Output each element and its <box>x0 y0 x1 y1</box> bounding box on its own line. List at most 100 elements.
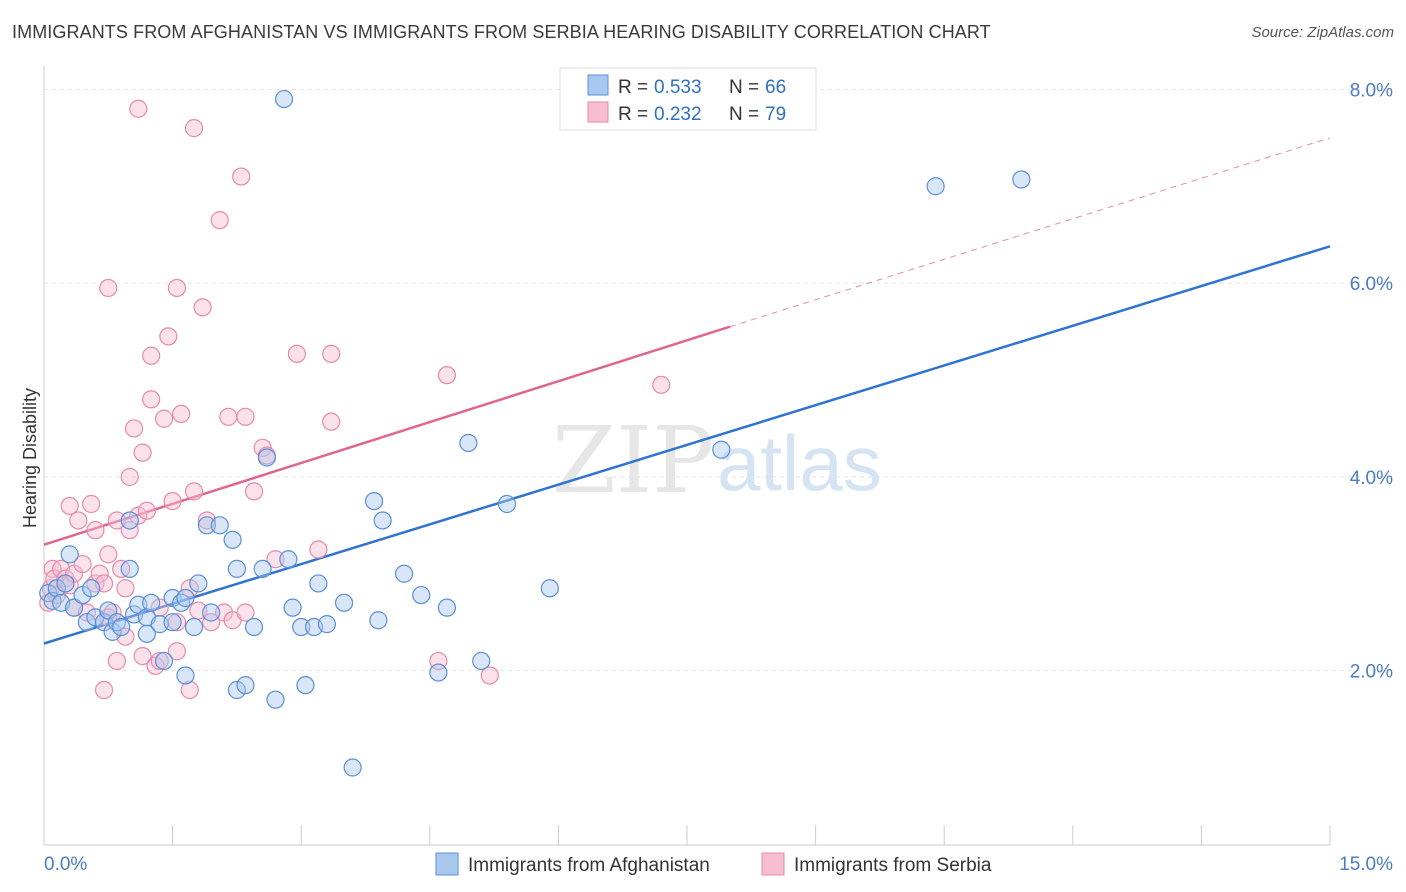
point-afghanistan <box>497 494 517 514</box>
y-tick-label: 2.0% <box>1350 662 1393 683</box>
bottom-legend-swatch-afghanistan <box>435 852 459 876</box>
point-afghanistan <box>82 579 101 598</box>
point-afghanistan <box>257 448 277 467</box>
trend-lines <box>43 137 1331 645</box>
point-afghanistan <box>296 676 315 695</box>
x-tick-label-min: 0.0% <box>44 854 87 875</box>
legend-swatch-afghanistan <box>587 74 609 96</box>
point-serbia <box>124 419 144 438</box>
point-serbia <box>309 540 328 559</box>
point-serbia <box>154 409 174 428</box>
point-serbia <box>116 579 135 598</box>
point-serbia <box>480 666 499 685</box>
point-serbia <box>107 511 126 530</box>
point-afghanistan <box>274 89 294 109</box>
point-afghanistan <box>176 588 195 608</box>
point-serbia <box>322 344 341 363</box>
point-afghanistan <box>283 598 302 617</box>
point-afghanistan <box>120 511 139 530</box>
chart-title: IMMIGRANTS FROM AFGHANISTAN VS IMMIGRANT… <box>12 22 991 42</box>
x-tick-label-max: 15.0% <box>1339 854 1393 875</box>
point-serbia <box>90 564 109 583</box>
point-afghanistan <box>1012 170 1031 189</box>
point-serbia <box>159 327 178 346</box>
point-afghanistan <box>189 574 208 593</box>
point-afghanistan <box>112 617 131 637</box>
legend-swatch-serbia <box>587 101 609 123</box>
y-tick-labels: 2.0% 4.0% 6.0% 8.0% <box>1350 80 1393 682</box>
point-serbia <box>202 613 221 632</box>
point-afghanistan <box>540 579 559 598</box>
point-serbia <box>652 375 671 394</box>
point-serbia <box>82 494 101 514</box>
point-serbia <box>60 496 79 516</box>
point-serbia <box>107 651 126 671</box>
points-afghanistan <box>39 89 1031 777</box>
axes <box>43 66 1331 846</box>
legend-n-value-afghanistan: 66 <box>765 77 786 98</box>
point-serbia <box>133 646 152 666</box>
point-serbia <box>163 491 182 511</box>
point-serbia <box>244 482 264 501</box>
point-serbia <box>69 511 88 530</box>
point-serbia <box>167 642 186 661</box>
point-serbia <box>219 407 238 426</box>
point-afghanistan <box>236 676 255 695</box>
point-afghanistan <box>279 550 298 569</box>
point-afghanistan <box>472 651 491 671</box>
point-serbia <box>86 521 105 540</box>
point-afghanistan <box>253 559 272 579</box>
point-serbia <box>184 482 204 501</box>
point-afghanistan <box>412 585 431 605</box>
bottom-legend-label-afghanistan: Immigrants from Afghanistan <box>468 855 710 876</box>
legend-n-value-serbia: 79 <box>765 104 786 125</box>
point-serbia <box>99 278 118 298</box>
legend-n-label-serbia: N = <box>729 104 759 125</box>
point-afghanistan <box>373 511 392 530</box>
point-afghanistan <box>142 593 161 612</box>
point-afghanistan <box>309 574 328 593</box>
point-afghanistan <box>137 624 156 643</box>
point-afghanistan <box>227 559 246 579</box>
point-serbia <box>437 366 457 385</box>
point-serbia <box>120 467 139 486</box>
point-afghanistan <box>437 598 457 617</box>
point-serbia <box>180 680 199 700</box>
point-serbia <box>236 603 255 622</box>
point-afghanistan <box>120 559 139 579</box>
legend-r-label-serbia: R = <box>618 104 648 125</box>
point-serbia <box>73 554 92 574</box>
point-serbia <box>129 506 148 525</box>
trend-line-afghanistan <box>43 245 1331 645</box>
legend-n-label-afghanistan: N = <box>729 77 759 98</box>
point-serbia <box>142 346 161 365</box>
legend-r-label-afghanistan: R = <box>618 77 648 98</box>
point-afghanistan <box>317 615 337 634</box>
point-afghanistan <box>223 530 242 549</box>
point-serbia <box>193 298 212 317</box>
y-axis-label: Hearing Disability <box>20 388 40 528</box>
point-afghanistan <box>60 545 79 564</box>
point-afghanistan <box>154 651 174 671</box>
point-afghanistan <box>197 516 216 535</box>
point-serbia <box>150 651 169 671</box>
point-serbia <box>99 545 118 564</box>
bottom-legend-label-serbia: Immigrants from Serbia <box>794 855 992 876</box>
point-serbia <box>94 680 114 700</box>
point-afghanistan <box>227 680 246 700</box>
trend-line-serbia <box>43 325 731 546</box>
point-afghanistan <box>394 564 414 583</box>
point-serbia <box>232 167 251 186</box>
watermark-atlas: atlas <box>717 419 882 507</box>
point-afghanistan <box>56 574 75 593</box>
point-afghanistan <box>184 617 204 637</box>
point-serbia <box>210 211 229 230</box>
y-tick-label: 8.0% <box>1350 80 1393 101</box>
point-afghanistan <box>926 177 945 196</box>
legend-box: R = 0.533 N = 66 R = 0.232 N = 79 <box>559 67 817 131</box>
point-afghanistan <box>202 603 221 622</box>
point-serbia <box>266 550 285 569</box>
point-serbia <box>172 404 191 424</box>
point-afghanistan <box>176 666 195 685</box>
y-tick-label: 6.0% <box>1350 274 1393 295</box>
